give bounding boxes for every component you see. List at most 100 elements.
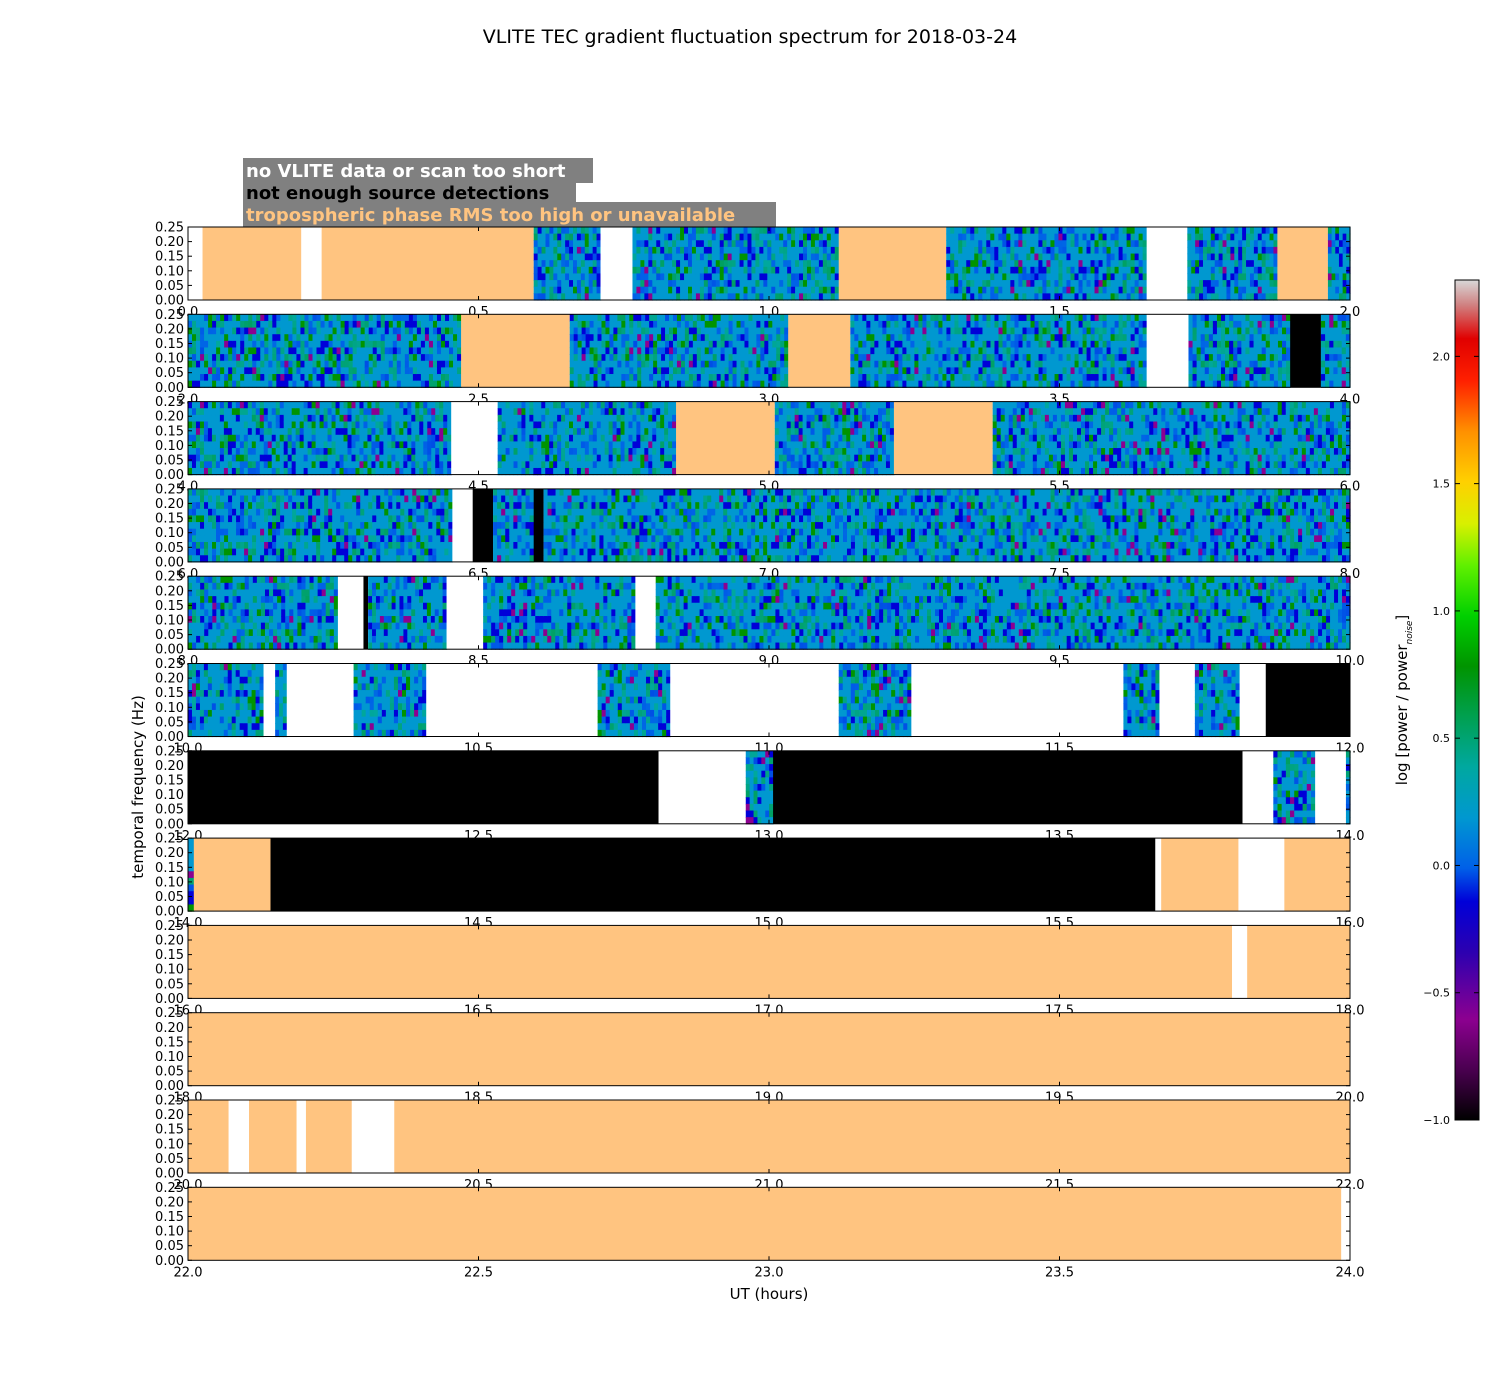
colorbar-tick-label: 1.0 [1433, 605, 1451, 618]
data-segment [946, 227, 1148, 301]
panel-2: 0.000.050.100.150.200.252.0 2.5 3.0 3.5 4.0 [155, 308, 1360, 408]
flag-segment-black [363, 576, 369, 650]
legend-entry-1: no VLITE data or scan too short [246, 161, 566, 182]
flag-segment-white [1238, 838, 1285, 912]
data-segment [1123, 663, 1161, 738]
flag-segment-orange [1277, 227, 1328, 300]
data-segment [497, 401, 677, 476]
y-tick-label: 0.05 [155, 454, 184, 469]
data-segment [597, 663, 671, 738]
data-segment [353, 663, 427, 738]
flag-segment-white [1155, 838, 1162, 912]
flag-segment-orange [676, 401, 775, 475]
panel-5: 0.000.050.100.150.200.258.0 8.5 9.0 9.5 10.0 [155, 570, 1364, 670]
legend-box-3 [243, 202, 776, 227]
flag-segment-white [1239, 663, 1266, 737]
flag-segment-black [1290, 314, 1321, 388]
y-tick-label: 0.20 [155, 672, 184, 687]
y-tick-label: 0.25 [155, 1006, 184, 1021]
y-tick-label: 0.15 [155, 686, 184, 701]
y-tick-label: 0.00 [155, 555, 184, 570]
panel-1: 0.000.050.100.150.200.250.0 0.5 1.0 1.5 2.0 [155, 221, 1360, 321]
data-segment [1320, 314, 1351, 388]
x-tick-label: 22.5 [464, 1265, 493, 1280]
y-tick-label: 0.05 [155, 1239, 184, 1254]
y-tick-label: 0.15 [155, 1035, 184, 1050]
y-tick-label: 0.15 [155, 250, 184, 265]
y-tick-label: 0.20 [155, 759, 184, 774]
y-tick-label: 0.10 [155, 614, 184, 629]
y-tick-label: 0.25 [155, 308, 184, 323]
flag-segment-orange [202, 227, 302, 300]
flag-segment-orange [1161, 838, 1239, 912]
y-tick-label: 0.25 [155, 744, 184, 759]
flag-segment-white [228, 1100, 250, 1173]
y-tick-label: 0.10 [155, 875, 184, 890]
flag-segment-orange [1247, 925, 1350, 999]
y-tick-label: 0.20 [155, 1021, 184, 1036]
flag-segment-white [337, 576, 364, 650]
y-tick-label: 0.10 [155, 264, 184, 279]
panel-12: 0.000.050.100.150.200.25 22.0 22.5 23.0 23.5… [155, 1181, 1364, 1281]
y-tick-label: 0.25 [155, 1181, 184, 1196]
flag-segment-white [1341, 1187, 1350, 1261]
y-tick-label: 0.20 [155, 584, 184, 599]
data-segment [275, 663, 288, 738]
y-tick-label: 0.05 [155, 279, 184, 294]
panels: 0.000.050.100.150.200.250.0 0.5 1.0 1.5 2.00… [155, 221, 1364, 1281]
y-tick-label: 0.25 [155, 1094, 184, 1109]
flag-segment-white [635, 576, 656, 650]
flag-segment-orange [838, 227, 947, 300]
flag-segment-orange [788, 314, 851, 388]
data-segment [188, 488, 453, 563]
flag-segment-white [911, 663, 1124, 737]
flag-segment-white [296, 1100, 306, 1173]
flag-segment-black [270, 838, 1156, 912]
x-axis-label: UT (hours) [730, 1285, 809, 1303]
colorbar-tick-label: 2.0 [1433, 350, 1451, 363]
flag-segment-orange [321, 227, 534, 300]
data-segment [188, 314, 462, 388]
flag-segment-white [452, 488, 473, 562]
data-segment [1187, 227, 1278, 301]
flag-segment-black [1265, 663, 1350, 737]
y-tick-label: 0.10 [155, 963, 184, 978]
flag-segment-orange [893, 401, 993, 475]
y-tick-label: 0.20 [155, 846, 184, 861]
y-tick-label: 0.00 [155, 1254, 184, 1269]
flag-segment-white [351, 1100, 395, 1173]
data-segment [1273, 750, 1316, 825]
data-segment [543, 488, 1351, 563]
y-tick-label: 0.25 [155, 657, 184, 672]
y-tick-label: 0.10 [155, 439, 184, 454]
data-segment [1188, 314, 1291, 388]
flag-segment-white [263, 663, 276, 737]
y-tick-label: 0.25 [155, 832, 184, 847]
y-tick-label: 0.15 [155, 861, 184, 876]
flag-segment-orange [193, 838, 271, 912]
y-tick-label: 0.00 [155, 1079, 184, 1094]
colorbar: −1.0 −0.5 0.0 0.5 1.0 1.5 2.0 log [power / powe… [1393, 279, 1480, 1127]
data-segment [483, 576, 636, 650]
flag-segment-white [446, 576, 484, 650]
flag-segment-white [670, 663, 839, 737]
flag-segment-orange [1284, 838, 1350, 912]
chart-title: VLITE TEC gradient fluctuation spectrum … [483, 26, 1017, 48]
data-segment [368, 576, 448, 650]
colorbar-tick-label: 1.5 [1433, 478, 1451, 491]
x-tick-label: 22.0 [174, 1265, 203, 1280]
flag-segment-white [301, 227, 322, 300]
flag-segment-black [472, 488, 494, 562]
y-tick-label: 0.00 [155, 1167, 184, 1182]
y-tick-label: 0.10 [155, 701, 184, 716]
data-segment [745, 750, 774, 825]
y-tick-label: 0.05 [155, 715, 184, 730]
colorbar-tick-label: −1.0 [1423, 1114, 1450, 1127]
y-tick-label: 0.20 [155, 410, 184, 425]
flag-segment-white [1232, 925, 1248, 999]
flag-segment-white [1315, 750, 1346, 824]
y-tick-label: 0.00 [155, 381, 184, 396]
